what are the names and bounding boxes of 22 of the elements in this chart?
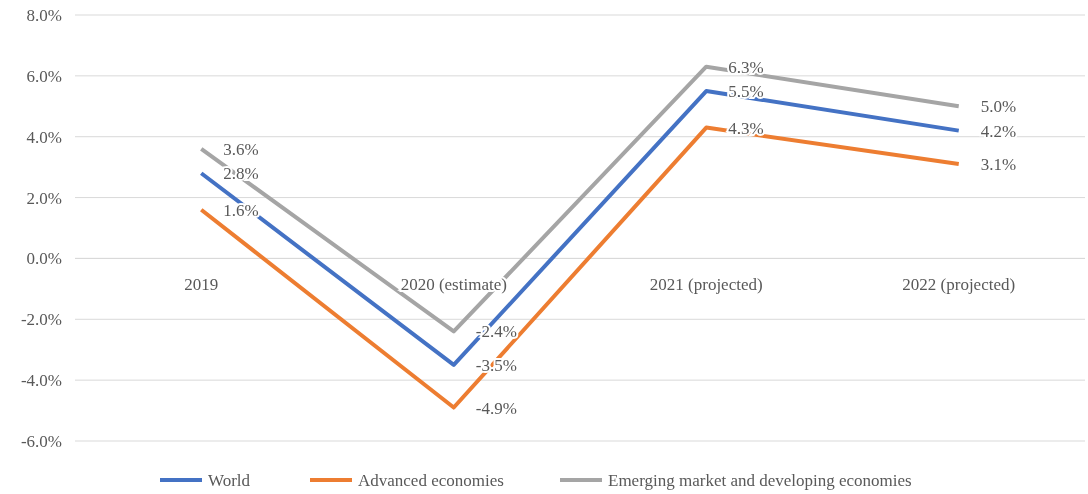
legend-label: Emerging market and developing economies bbox=[608, 470, 912, 490]
y-tick-label: 8.0% bbox=[26, 5, 62, 25]
y-tick-label: -4.0% bbox=[20, 371, 62, 391]
y-tick-label: -2.0% bbox=[20, 310, 62, 330]
y-tick-label: 2.0% bbox=[26, 188, 62, 208]
legend-label: World bbox=[208, 470, 251, 490]
y-tick-label: 6.0% bbox=[26, 66, 62, 86]
legend-label: Advanced economies bbox=[358, 470, 504, 490]
x-tick-label: 2019 bbox=[184, 275, 219, 295]
data-label: 2.8% bbox=[223, 164, 259, 184]
data-label: 3.6% bbox=[223, 139, 259, 159]
x-tick-label: 2022 (projected) bbox=[902, 275, 1016, 295]
data-label: 5.0% bbox=[980, 97, 1017, 117]
y-tick-label: 4.0% bbox=[26, 127, 62, 147]
x-tick-label: 2021 (projected) bbox=[649, 275, 763, 295]
y-tick-label: -6.0% bbox=[20, 431, 62, 451]
data-label: -4.9% bbox=[475, 398, 517, 418]
data-label: 4.2% bbox=[980, 121, 1017, 141]
data-label: 6.3% bbox=[728, 57, 764, 77]
x-tick-label: 2020 (estimate) bbox=[400, 275, 507, 295]
data-label: 3.1% bbox=[980, 155, 1017, 175]
y-tick-label: 0.0% bbox=[26, 249, 62, 269]
